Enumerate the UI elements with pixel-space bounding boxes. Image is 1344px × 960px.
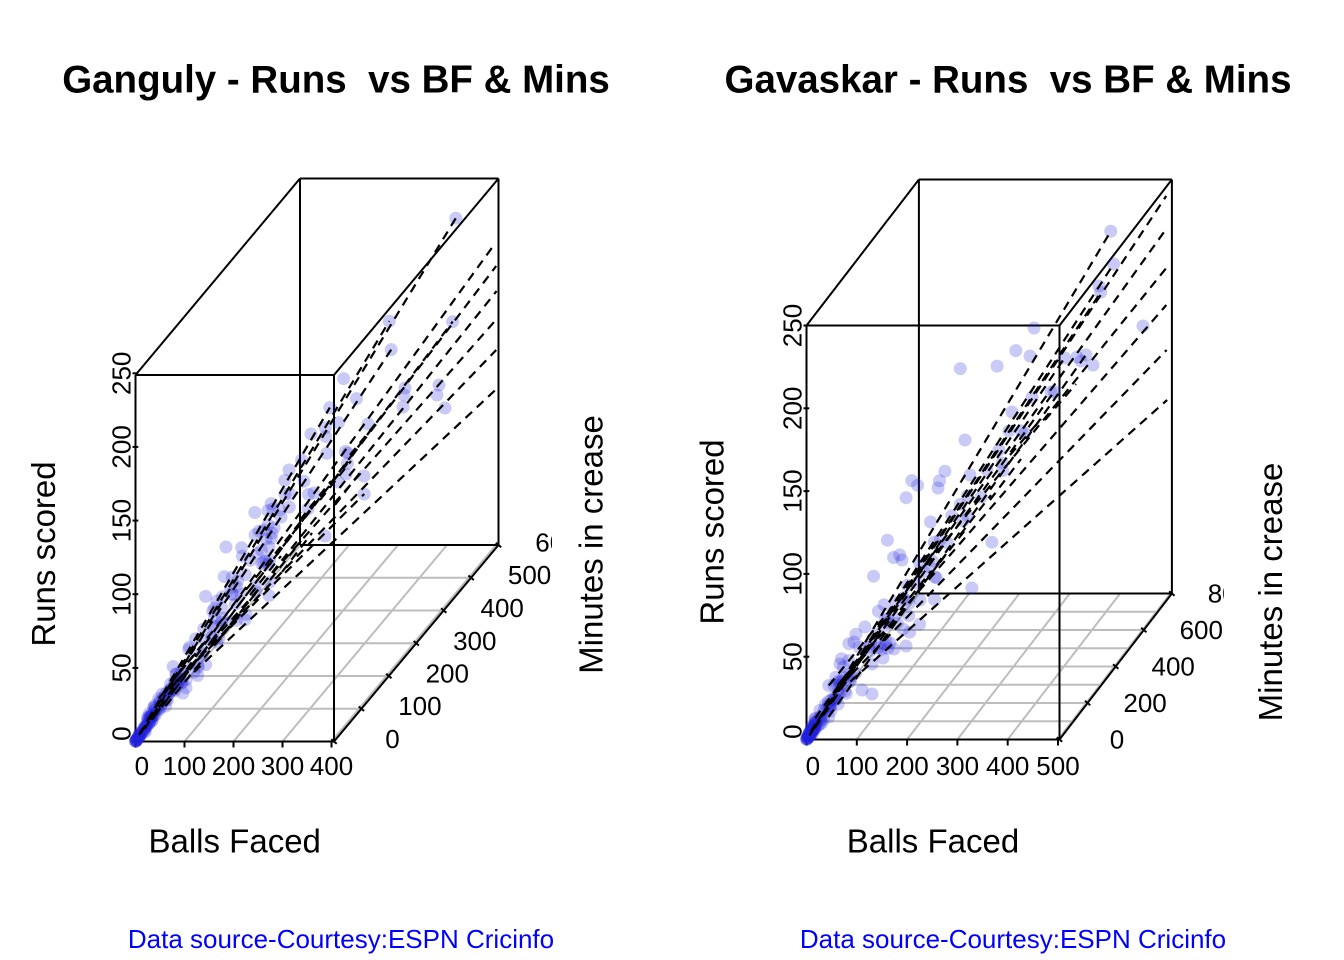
svg-text:Data source-Courtesy:ESPN Cric: Data source-Courtesy:ESPN Cricinfo bbox=[800, 924, 1226, 954]
svg-text:600: 600 bbox=[1180, 615, 1223, 645]
svg-text:Minutes in crease: Minutes in crease bbox=[1252, 463, 1289, 722]
svg-text:100: 100 bbox=[777, 552, 807, 595]
svg-text:100: 100 bbox=[835, 751, 878, 781]
svg-text:Gavaskar - Runs vs BF & Mins: Gavaskar - Runs vs BF & Mins bbox=[725, 59, 1292, 102]
svg-text:Balls Faced: Balls Faced bbox=[847, 823, 1019, 860]
svg-text:50: 50 bbox=[106, 653, 136, 682]
svg-text:Runs scored: Runs scored bbox=[25, 461, 62, 646]
svg-text:400: 400 bbox=[986, 751, 1029, 781]
svg-text:Runs scored: Runs scored bbox=[694, 439, 731, 624]
svg-text:0: 0 bbox=[806, 751, 820, 781]
svg-text:Balls Faced: Balls Faced bbox=[148, 823, 320, 860]
svg-text:400: 400 bbox=[1152, 652, 1195, 682]
svg-text:200: 200 bbox=[426, 659, 469, 689]
svg-text:150: 150 bbox=[106, 499, 136, 542]
svg-text:300: 300 bbox=[453, 626, 496, 656]
svg-text:200: 200 bbox=[106, 425, 136, 468]
svg-text:0: 0 bbox=[106, 726, 136, 740]
svg-text:50: 50 bbox=[777, 642, 807, 671]
svg-text:250: 250 bbox=[777, 304, 807, 347]
svg-text:200: 200 bbox=[885, 751, 928, 781]
svg-text:400: 400 bbox=[310, 751, 353, 781]
svg-text:200: 200 bbox=[1123, 688, 1166, 718]
svg-text:300: 300 bbox=[261, 751, 304, 781]
svg-text:100: 100 bbox=[163, 751, 206, 781]
svg-text:300: 300 bbox=[936, 751, 979, 781]
svg-text:500: 500 bbox=[508, 560, 551, 590]
svg-text:0: 0 bbox=[1110, 725, 1124, 755]
svg-text:100: 100 bbox=[106, 573, 136, 616]
svg-text:100: 100 bbox=[398, 691, 441, 721]
svg-text:Data source-Courtesy:ESPN Cric: Data source-Courtesy:ESPN Cricinfo bbox=[128, 924, 554, 954]
svg-text:0: 0 bbox=[385, 724, 399, 754]
svg-text:150: 150 bbox=[777, 469, 807, 512]
svg-text:0: 0 bbox=[135, 751, 149, 781]
svg-text:250: 250 bbox=[106, 352, 136, 395]
svg-text:800: 800 bbox=[1208, 579, 1251, 609]
svg-text:400: 400 bbox=[481, 593, 524, 623]
svg-text:600: 600 bbox=[535, 528, 578, 558]
svg-text:200: 200 bbox=[212, 751, 255, 781]
svg-text:Ganguly - Runs vs BF & Mins: Ganguly - Runs vs BF & Mins bbox=[62, 59, 610, 102]
svg-text:500: 500 bbox=[1036, 751, 1079, 781]
svg-text:Minutes in crease: Minutes in crease bbox=[573, 415, 610, 674]
svg-text:0: 0 bbox=[777, 724, 807, 738]
svg-text:200: 200 bbox=[777, 387, 807, 430]
